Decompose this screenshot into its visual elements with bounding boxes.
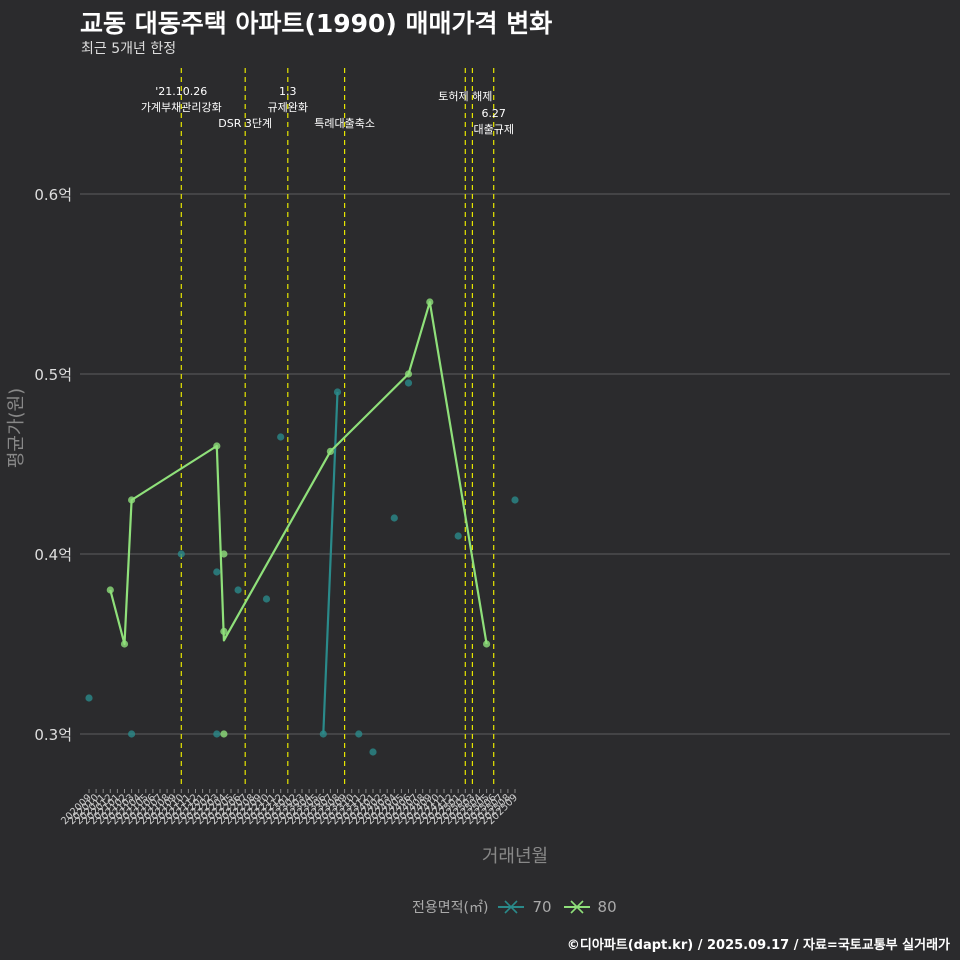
series-layer xyxy=(85,298,519,756)
event-label: 토허제 해제 xyxy=(438,89,492,103)
x-axis-title: 거래년월 xyxy=(482,846,548,867)
series-70-point xyxy=(369,748,377,756)
y-tick-label: 0.4억 xyxy=(34,546,72,564)
event-label: 1.3 xyxy=(279,85,297,98)
source-caption: ©디아파트(dapt.kr) / 2025.09.17 / 자료=국토교통부 실… xyxy=(566,938,950,953)
series-70-point xyxy=(404,379,413,387)
series-70-point xyxy=(262,595,271,603)
series-70-point xyxy=(390,514,398,522)
series-70-point xyxy=(454,532,462,540)
legend-label-70: 70 xyxy=(532,898,552,916)
chart-title: 교동 대동주택 아파트(1990) 매매가격 변화 xyxy=(80,9,553,38)
series-70-point xyxy=(85,694,93,702)
series-80-point xyxy=(220,730,228,738)
legend-label-80: 80 xyxy=(597,898,617,916)
event-label: 6.27 xyxy=(481,107,506,120)
event-label: 대출규제 xyxy=(473,123,513,136)
event-label: 가계부채관리강화 xyxy=(141,101,222,114)
series-70-point xyxy=(355,730,363,738)
series-80-point xyxy=(220,550,228,558)
series-70-point xyxy=(277,433,285,441)
series-80-line xyxy=(109,300,488,646)
series-70-point xyxy=(511,496,519,504)
grid-layer xyxy=(80,193,950,735)
series-70-point xyxy=(213,730,221,738)
y-tick-label: 0.5억 xyxy=(34,366,72,384)
series-70-point xyxy=(128,730,136,738)
chart-subtitle: 최근 5개년 한정 xyxy=(81,41,177,57)
event-label: 특례대출축소 xyxy=(314,117,375,130)
event-label: 규제완화 xyxy=(268,101,308,114)
y-tick-label: 0.6억 xyxy=(34,186,72,204)
y-tick-label: 0.3억 xyxy=(34,726,72,744)
series-70-point xyxy=(234,586,242,594)
legend-key-80 xyxy=(563,900,590,914)
series-70-line xyxy=(322,391,339,735)
legend-title: 전용면적(㎡) xyxy=(412,900,489,916)
event-label: DSR 3단계 xyxy=(218,117,272,130)
series-70-point xyxy=(177,550,185,558)
series-70-point xyxy=(213,568,221,576)
legend: 전용면적(㎡) 70 80 xyxy=(412,896,627,918)
legend-key-70 xyxy=(498,900,525,914)
event-label: '21.10.26 xyxy=(155,85,207,98)
y-axis-title: 평균가(원) xyxy=(6,388,27,468)
